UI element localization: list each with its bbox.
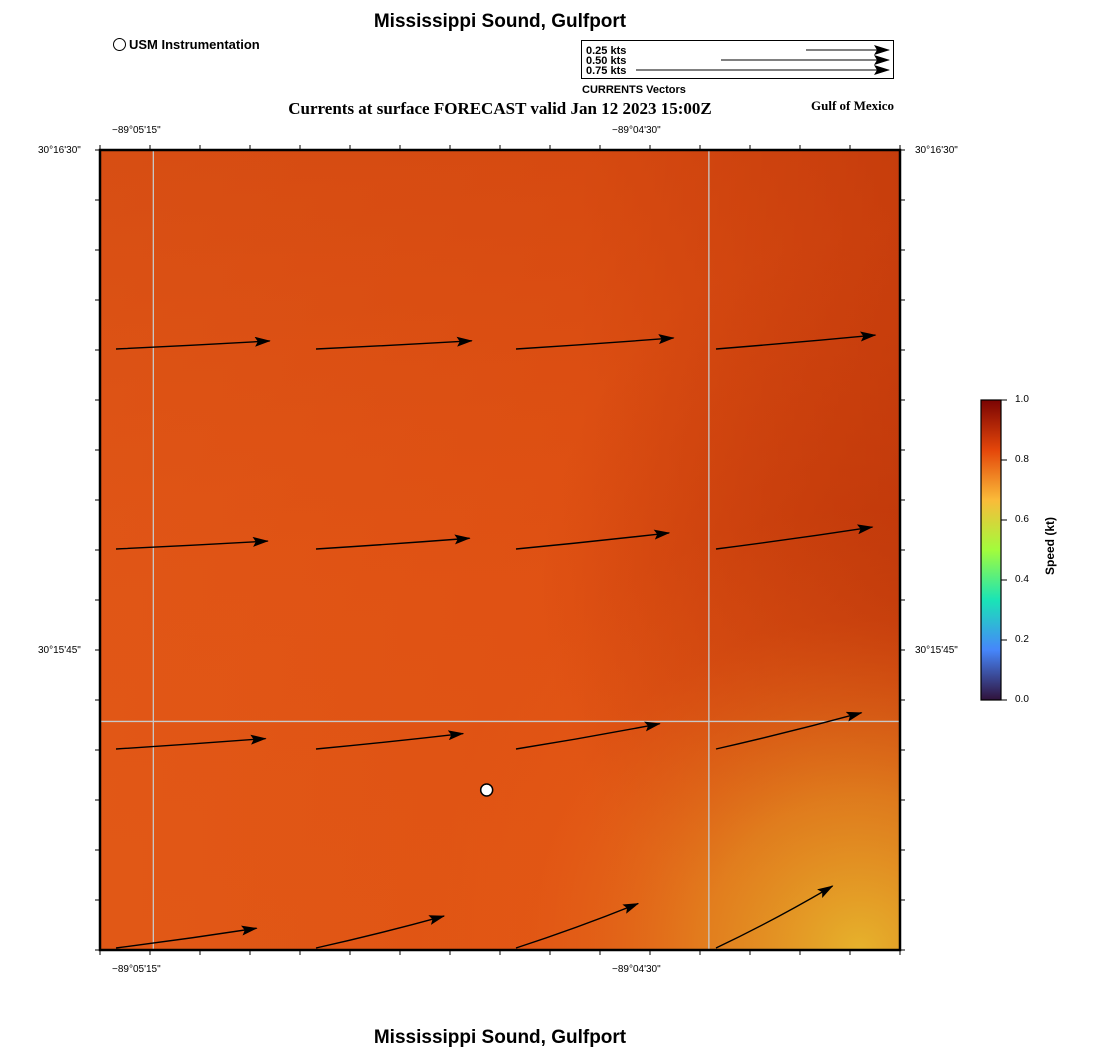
open-circle-icon (113, 38, 126, 51)
current-vector-arrow (715, 711, 863, 750)
colorbar-ramp (980, 399, 1002, 701)
vector-legend-label: 0.75 kts (586, 65, 627, 77)
current-vector-arrow (115, 536, 269, 550)
current-vector-arrow (315, 915, 446, 949)
current-vector-arrow (115, 336, 271, 350)
colorbar-title: Speed (kt) (1043, 516, 1057, 575)
colorbar-tick-label: 0.2 (1015, 634, 1029, 645)
map-frame (98, 148, 902, 952)
current-vector-arrow (315, 534, 471, 550)
lat-tick-label-left: 30°15'45" (38, 645, 81, 656)
lon-tick-label-bottom: −89°05'15" (112, 964, 161, 975)
current-vector-arrow (715, 524, 874, 550)
vector-legend-label: 0.50 kts (586, 55, 627, 67)
lat-tick-label-right: 30°15'45" (915, 645, 958, 656)
region-label: Gulf of Mexico (811, 98, 895, 113)
vector-legend-box: 0.25 kts 0.50 kts 0.75 kts (581, 40, 894, 79)
vector-legend-arrows (635, 44, 890, 75)
lat-tick-label-left: 30°16'30" (38, 145, 81, 156)
current-vector-arrow (715, 331, 877, 350)
station-legend-label: USM Instrumentation (129, 37, 260, 52)
lat-tick-label-right: 30°16'30" (915, 145, 958, 156)
usm-instrumentation-marker[interactable] (479, 783, 494, 797)
current-vector-arrow (315, 336, 473, 350)
current-vector-arrow (515, 334, 675, 350)
current-vector-arrow (515, 902, 640, 949)
colorbar-tick-label: 0.0 (1015, 694, 1029, 705)
station-legend: USM Instrumentation (113, 37, 260, 52)
currents-map (95, 145, 905, 955)
forecast-subtitle: Currents at surface FORECAST valid Jan 1… (288, 99, 712, 118)
current-vector-arrow (115, 925, 258, 949)
lon-tick-label-bottom: −89°04'30" (612, 964, 661, 975)
colorbar-tick-label: 0.4 (1015, 574, 1029, 585)
colorbar-tick-label: 0.6 (1015, 514, 1029, 525)
colorbar-tick-label: 0.8 (1015, 454, 1029, 465)
current-vector-arrow (315, 730, 465, 750)
colorbar-tick-label: 1.0 (1015, 394, 1029, 405)
current-speed-shading-southeast (100, 150, 900, 950)
current-vector-arrow (115, 734, 267, 750)
lon-tick-label-top: −89°05'15" (112, 125, 161, 136)
current-vector-arrow (715, 885, 834, 949)
current-vector-arrow (515, 529, 671, 550)
vector-legend-label: 0.25 kts (586, 45, 627, 57)
speed-colorbar (980, 399, 1007, 701)
map-title: Mississippi Sound, Gulfport (373, 11, 627, 32)
lon-tick-label-top: −89°04'30" (612, 125, 661, 136)
current-vector-arrow (515, 721, 661, 750)
vector-legend-caption: CURRENTS Vectors (582, 84, 686, 96)
footer-title: Mississippi Sound, Gulfport (373, 1027, 627, 1048)
